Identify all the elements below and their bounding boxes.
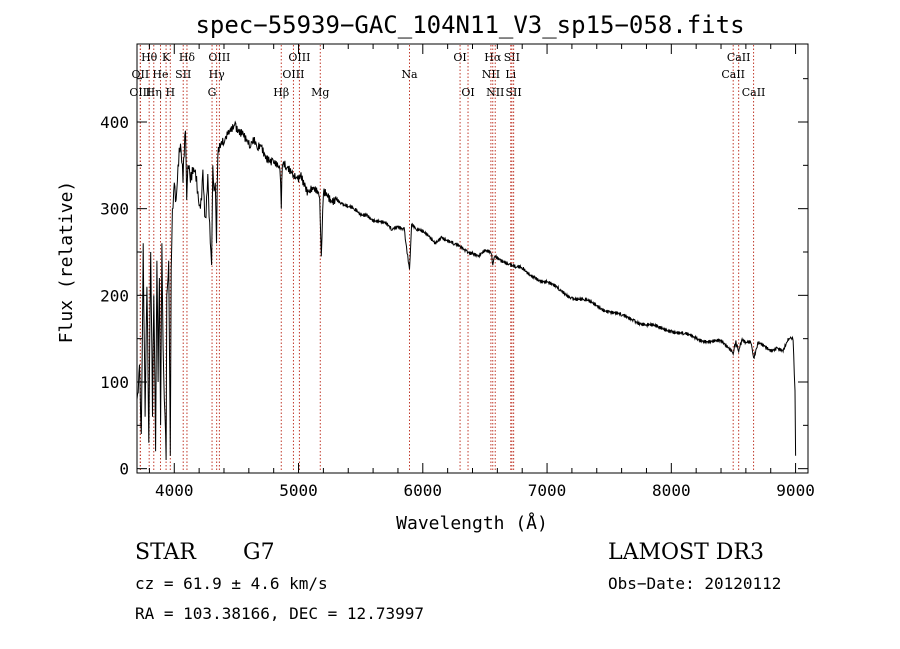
object-class: STAR [135, 540, 196, 565]
axis-ticks: 4000 5000 6000 7000 8000 9000 0 100 200 300 400 [100, 44, 815, 500]
line-label: Hα [484, 51, 502, 64]
y-tick-label: 400 [100, 113, 129, 132]
line-label: NII [486, 86, 504, 99]
line-label: K [162, 51, 171, 64]
line-label: SII [506, 86, 522, 99]
chart-title: spec−55939−GAC_104N11_V3_sp15−058.fits [195, 11, 744, 39]
observation-date: Obs−Date: 20120112 [608, 574, 782, 593]
plot-frame [136, 43, 809, 474]
line-label: SII [504, 51, 520, 64]
y-tick-label: 200 [100, 286, 129, 305]
line-label: OI [461, 86, 474, 99]
object-subclass: G7 [243, 540, 275, 565]
line-label: Hδ [179, 51, 196, 64]
spectrum-line [136, 120, 797, 461]
line-label: OIII [208, 51, 230, 64]
x-axis-label: Wavelength (Å) [396, 512, 548, 534]
x-tick-label: 9000 [776, 481, 815, 500]
line-label: Na [401, 68, 418, 81]
y-tick-label: 100 [100, 373, 129, 392]
line-label: OIII [129, 86, 151, 99]
x-tick-label: 8000 [652, 481, 691, 500]
x-tick-label: 4000 [155, 481, 194, 500]
y-tick-label: 300 [100, 200, 129, 219]
survey-release: LAMOST DR3 [608, 540, 764, 565]
x-tick-label: 7000 [528, 481, 567, 500]
line-label: H [166, 86, 176, 99]
redshift-velocity: cz = 61.9 ± 4.6 km/s [135, 574, 328, 593]
line-label: Mg [311, 86, 329, 99]
line-label: OIII [288, 51, 310, 64]
sky-coordinates: RA = 103.38166, DEC = 12.73997 [135, 604, 424, 623]
x-tick-label: 6000 [404, 481, 443, 500]
line-label: Hη [146, 86, 162, 99]
line-label: Hγ [209, 68, 226, 81]
line-label: SII [175, 68, 191, 81]
line-label: G [208, 86, 217, 99]
y-axis-label: Flux (relative) [56, 181, 77, 344]
line-label: OIII [282, 68, 304, 81]
line-label: CaII [727, 51, 751, 64]
line-label: He [152, 68, 168, 81]
line-label: OI [453, 51, 466, 64]
line-label: Hθ [141, 51, 158, 64]
line-label: NII [482, 68, 500, 81]
line-label: Hβ [273, 86, 289, 99]
line-label: CaII [742, 86, 766, 99]
y-tick-label: 0 [119, 460, 129, 479]
line-label: CaII [721, 68, 745, 81]
line-label: Li [505, 68, 516, 81]
x-tick-label: 5000 [279, 481, 318, 500]
